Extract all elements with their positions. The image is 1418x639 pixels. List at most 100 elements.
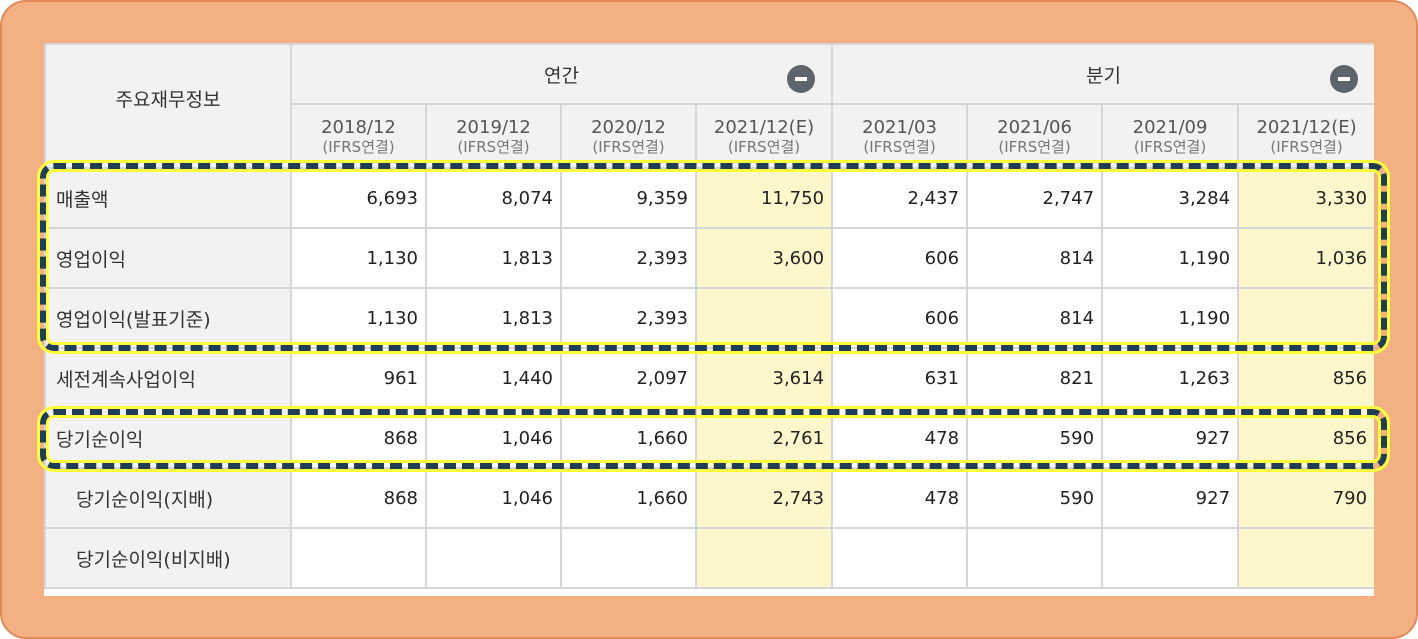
row-label: 당기순이익 [44,407,292,469]
table-corner-header: 주요재무정보 [44,43,292,169]
row-label: 영업이익 [44,227,292,289]
table-body: 매출액 6,693 8,074 9,359 11,750 2,437 2,747 3,284 3… [44,167,1374,589]
table-cell [694,287,834,349]
table-row: 당기순이익(비지배) [44,527,1374,589]
table-row: 영업이익(발표기준) 1,130 1,813 2,393 606 814 1,190 [44,287,1374,349]
table-cell: 1,046 [425,467,562,529]
group-header-annual: 연간 [289,43,834,105]
financial-summary-table: 주요재무정보 연간 분기 2018/12 (IFRS연결) 2019/12 (IFRS… [44,43,1374,589]
table-row: 당기순이익 868 1,046 1,660 2,761 478 590 927 856 [44,407,1374,469]
table-cell: 856 [1237,407,1374,469]
table-cell [1101,527,1240,589]
table-cell: 927 [1101,407,1240,469]
table-cell: 1,660 [560,407,697,469]
period-label: 2018/12 [321,117,396,138]
table-cell: 478 [831,467,969,529]
table-cell: 790 [1237,467,1374,529]
collapse-quarterly-minus-icon[interactable] [1330,65,1359,93]
table-cell [1237,527,1374,589]
row-label: 영업이익(발표기준) [44,287,292,349]
table-cell: 2,747 [966,167,1104,229]
period-label: 2019/12 [456,117,531,138]
group-header-quarterly: 분기 [831,43,1374,105]
table-cell [831,527,969,589]
table-cell [425,527,562,589]
table-cell [560,527,697,589]
row-label: 당기순이익(비지배) [44,527,292,589]
period-header: 2019/12 (IFRS연결) [425,103,562,169]
period-label: 2020/12 [591,117,666,138]
table-cell: 1,036 [1237,227,1374,289]
table-cell: 1,813 [425,287,562,349]
table-cell: 1,660 [560,467,697,529]
period-basis-label: (IFRS연결) [322,138,395,156]
table-row: 영업이익 1,130 1,813 2,393 3,600 606 814 1,190 1,036 [44,227,1374,289]
period-basis-label: (IFRS연결) [457,138,530,156]
period-header-row: 2018/12 (IFRS연결) 2019/12 (IFRS연결) 2020/12 (IF… [45,103,1374,169]
period-header: 2021/03 (IFRS연결) [831,103,969,169]
table-cell: 1,440 [425,347,562,409]
period-header: 2021/06 (IFRS연결) [966,103,1104,169]
table-cell: 1,190 [1101,287,1240,349]
period-basis-label: (IFRS연결) [998,138,1071,156]
period-label: 2021/12(E) [1256,117,1357,138]
period-label: 2021/03 [862,117,937,138]
period-label: 2021/12(E) [713,117,815,138]
table-cell: 868 [290,467,427,529]
table-cell [966,527,1104,589]
row-label: 당기순이익(지배) [44,467,292,529]
table-cell: 8,074 [425,167,562,229]
period-header: 2021/12(E) (IFRS연결) [694,103,834,169]
table-cell: 856 [1237,347,1374,409]
period-header: 2021/09 (IFRS연결) [1101,103,1240,169]
table-cell: 814 [966,227,1104,289]
table-cell: 2,393 [560,287,697,349]
table-cell: 9,359 [560,167,697,229]
table-cell [290,527,427,589]
table-row: 당기순이익(지배) 868 1,046 1,660 2,743 478 590 927 790 [44,467,1374,529]
period-basis-label: (IFRS연결) [727,138,801,156]
row-label: 매출액 [44,167,292,229]
table-cell: 631 [831,347,969,409]
row-label: 세전계속사업이익 [44,347,292,409]
table-cell [1237,287,1374,349]
table-cell: 821 [966,347,1104,409]
corner-label: 주요재무정보 [115,88,221,111]
table-row: 세전계속사업이익 961 1,440 2,097 3,614 631 821 1,263 856 [44,347,1374,409]
table-cell: 1,130 [290,227,427,289]
period-label: 2021/09 [1132,117,1208,138]
table-cell: 2,393 [560,227,697,289]
group-label-quarterly: 분기 [1086,64,1122,87]
table-cell: 3,284 [1101,167,1240,229]
table-cell: 868 [290,407,427,469]
table-cell: 3,600 [694,227,834,289]
period-label: 2021/06 [997,117,1072,138]
period-basis-label: (IFRS연결) [1270,138,1343,156]
table-cell: 3,330 [1237,167,1374,229]
table-cell: 6,693 [290,167,427,229]
group-label-annual: 연간 [544,64,579,87]
table-cell: 11,750 [694,167,834,229]
table-cell: 961 [290,347,427,409]
table-cell: 1,813 [425,227,562,289]
table-cell: 3,614 [694,347,834,409]
table-cell: 1,046 [425,407,562,469]
table-cell [694,527,834,589]
period-basis-label: (IFRS연결) [863,138,936,156]
table-cell: 1,190 [1101,227,1240,289]
table-cell: 814 [966,287,1104,349]
table-cell: 590 [966,407,1104,469]
table-cell: 2,743 [694,467,834,529]
table-cell: 606 [831,287,969,349]
table-cell: 2,097 [560,347,697,409]
table-cell: 1,130 [290,287,427,349]
period-header: 2018/12 (IFRS연결) [290,103,427,169]
table-cell: 927 [1101,467,1240,529]
table-cell: 478 [831,407,969,469]
table-cell: 1,263 [1101,347,1240,409]
collapse-annual-minus-icon[interactable] [787,65,816,93]
period-basis-label: (IFRS연결) [592,138,665,156]
period-basis-label: (IFRS연결) [1133,138,1207,156]
table-cell: 2,761 [694,407,834,469]
table-cell: 606 [831,227,969,289]
